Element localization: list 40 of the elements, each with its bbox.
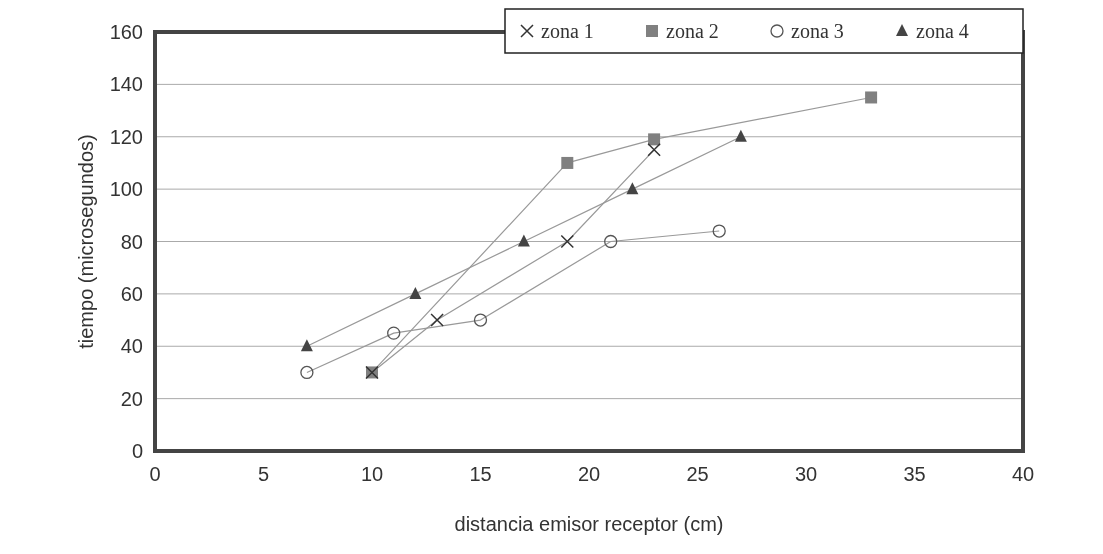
y-tick-label: 20 [120,387,143,410]
x-tick-label: 15 [469,463,492,485]
point [626,182,639,195]
y-tick-label: 40 [120,335,143,358]
y-axis-title: tiempo (microsegundos) [75,134,97,349]
y-tick-label: 100 [109,178,143,201]
x-tick-label: 30 [794,463,818,485]
point [300,339,313,352]
x-tick-label: 0 [149,463,161,485]
x-tick-label: 35 [903,463,926,485]
y-tick-label: 160 [109,21,143,43]
y-tick-label: 60 [120,282,143,305]
y-tick-label: 0 [131,440,143,462]
x-tick-label: 5 [257,463,270,485]
point [604,234,618,249]
point [473,313,488,327]
point [734,129,747,142]
y-tick-label: 80 [120,230,143,253]
point [865,91,878,104]
point [517,234,530,247]
point [647,143,661,157]
point [430,313,444,327]
x-axis-title: distancia emisor receptor (cm) [454,513,724,535]
x-tick-label: 40 [1011,463,1035,485]
legend-label: zona 1 [541,20,594,42]
point [712,224,726,238]
y-tick-label: 120 [109,125,143,148]
legend-label: zona 4 [916,20,969,42]
point [300,365,314,380]
x-tick-label: 25 [686,463,709,485]
x-tick-label: 20 [577,463,601,485]
point [409,286,422,299]
point [387,326,401,340]
legend-label: zona 2 [666,20,719,42]
x-tick-label: 10 [360,463,384,485]
y-tick-label: 140 [109,73,143,96]
point [648,133,661,146]
point [561,156,574,169]
point [560,234,575,249]
legend-label: zona 3 [791,20,844,42]
